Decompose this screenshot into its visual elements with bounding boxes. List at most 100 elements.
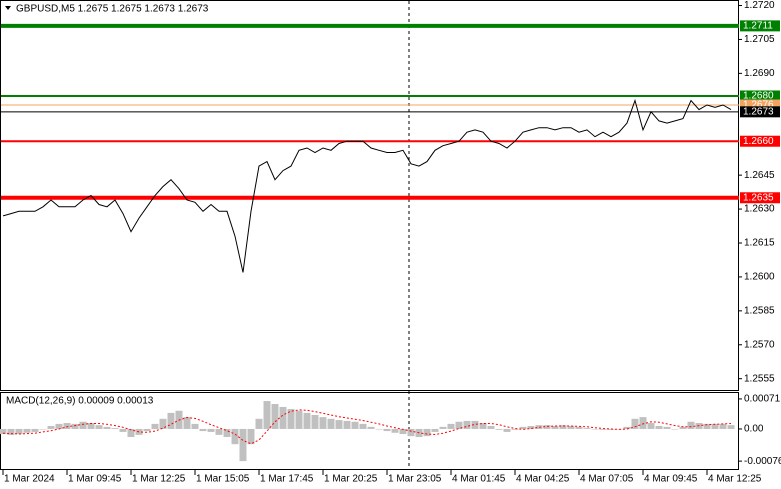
macd-bar bbox=[487, 426, 495, 429]
macd-bar bbox=[727, 425, 735, 429]
macd-bar bbox=[79, 421, 87, 429]
macd-bar bbox=[279, 406, 287, 429]
macd-bar bbox=[31, 428, 39, 432]
y-tick-label: 0.00 bbox=[744, 424, 764, 435]
level-label-box bbox=[740, 99, 780, 111]
macd-bar bbox=[103, 426, 111, 429]
level-label-box bbox=[740, 135, 780, 147]
macd-bar bbox=[575, 426, 583, 429]
macd-bar bbox=[359, 423, 367, 429]
macd-bar bbox=[647, 423, 655, 429]
y-tick-label: -0.00076 bbox=[744, 456, 781, 467]
macd-bar bbox=[15, 428, 23, 435]
macd-bar bbox=[591, 428, 599, 430]
level-label-box bbox=[740, 20, 780, 32]
x-tick-label: 4 Mar 01:45 bbox=[452, 474, 506, 485]
macd-bar bbox=[567, 426, 575, 429]
macd-bar bbox=[543, 425, 551, 429]
price-line bbox=[2, 98, 732, 273]
macd-bar bbox=[239, 428, 247, 462]
macd-bar bbox=[39, 428, 47, 430]
macd-bar bbox=[247, 428, 255, 445]
x-tick-label: 1 Mar 15:05 bbox=[196, 474, 250, 485]
macd-bar bbox=[351, 421, 359, 429]
x-tick-label: 1 Mar 20:25 bbox=[324, 474, 378, 485]
macd-bar bbox=[551, 426, 559, 429]
macd-bar bbox=[127, 428, 135, 437]
macd-bar bbox=[7, 428, 15, 435]
macd-bar bbox=[151, 423, 159, 429]
y-tick-label: 0.00071 bbox=[744, 394, 781, 405]
macd-bar bbox=[519, 426, 527, 429]
y-tick-label: 1.2705 bbox=[744, 34, 775, 45]
macd-bar bbox=[327, 418, 335, 429]
level-label-box bbox=[740, 192, 780, 204]
macd-bar bbox=[423, 428, 431, 437]
macd-bar bbox=[287, 409, 295, 429]
level-label: 1.2635 bbox=[743, 192, 774, 203]
macd-bar bbox=[87, 423, 95, 429]
x-tick-label: 1 Mar 2024 bbox=[4, 474, 55, 485]
y-tick-label: 1.2600 bbox=[744, 272, 775, 283]
macd-bar bbox=[535, 425, 543, 429]
macd-bar bbox=[111, 428, 119, 429]
macd-bar bbox=[623, 426, 631, 429]
level-label: 1.2676 bbox=[743, 100, 774, 111]
x-tick-label: 1 Mar 12:25 bbox=[132, 474, 186, 485]
level-label: 1.2680 bbox=[743, 91, 774, 102]
macd-bar bbox=[343, 420, 351, 429]
macd-bar bbox=[263, 401, 271, 429]
macd-bar bbox=[215, 428, 223, 435]
level-label: 1.2673 bbox=[743, 106, 774, 117]
macd-bar bbox=[703, 423, 711, 429]
macd-bar bbox=[391, 428, 399, 433]
macd-bar bbox=[495, 428, 503, 430]
macd-bar bbox=[199, 428, 207, 432]
macd-bar bbox=[311, 415, 319, 429]
level-label: 1.2660 bbox=[743, 136, 774, 147]
macd-bar bbox=[431, 428, 439, 432]
x-tick-label: 1 Mar 17:45 bbox=[260, 474, 314, 485]
macd-bar bbox=[527, 426, 535, 429]
y-tick-label: 1.2615 bbox=[744, 238, 775, 249]
macd-bar bbox=[255, 418, 263, 429]
x-tick-label: 4 Mar 04:25 bbox=[516, 474, 570, 485]
macd-bar bbox=[23, 428, 31, 433]
y-tick-label: 1.2585 bbox=[744, 305, 775, 316]
macd-bar bbox=[439, 426, 447, 429]
macd-bar bbox=[471, 420, 479, 429]
macd-bar bbox=[599, 428, 607, 430]
macd-bar bbox=[159, 418, 167, 429]
macd-bar bbox=[119, 428, 127, 432]
y-tick-label: 1.2630 bbox=[744, 204, 775, 215]
x-tick-label: 1 Mar 09:45 bbox=[68, 474, 122, 485]
macd-bar bbox=[319, 417, 327, 429]
macd-bar bbox=[0, 428, 7, 435]
macd-bar bbox=[191, 423, 199, 429]
chart-title: GBPUSD,M5 1.2675 1.2675 1.2673 1.2673 bbox=[16, 4, 209, 15]
level-label-box bbox=[740, 106, 780, 118]
macd-bar bbox=[167, 412, 175, 429]
y-tick-label: 1.2645 bbox=[744, 170, 775, 181]
macd-bar bbox=[375, 428, 383, 430]
level-label: 1.2711 bbox=[743, 21, 773, 32]
x-tick-label: 4 Mar 09:45 bbox=[644, 474, 698, 485]
menu-arrow bbox=[5, 6, 11, 10]
y-tick-label: 1.2555 bbox=[744, 373, 775, 384]
macd-bar bbox=[663, 426, 671, 429]
level-label-box bbox=[740, 90, 780, 102]
macd-bar bbox=[463, 420, 471, 429]
macd-bar bbox=[183, 417, 191, 429]
macd-bar bbox=[335, 420, 343, 429]
macd-bar bbox=[479, 423, 487, 429]
macd-bar bbox=[455, 421, 463, 429]
macd-bar bbox=[639, 417, 647, 429]
macd-bar bbox=[679, 426, 687, 429]
macd-bar bbox=[583, 428, 591, 429]
signal-line bbox=[2, 409, 732, 445]
macd-bar bbox=[55, 423, 63, 429]
macd-bar bbox=[295, 410, 303, 429]
macd-bar bbox=[559, 425, 567, 429]
macd-bar bbox=[47, 426, 55, 429]
macd-title: MACD(12,26,9) 0.00009 0.00013 bbox=[6, 396, 154, 407]
